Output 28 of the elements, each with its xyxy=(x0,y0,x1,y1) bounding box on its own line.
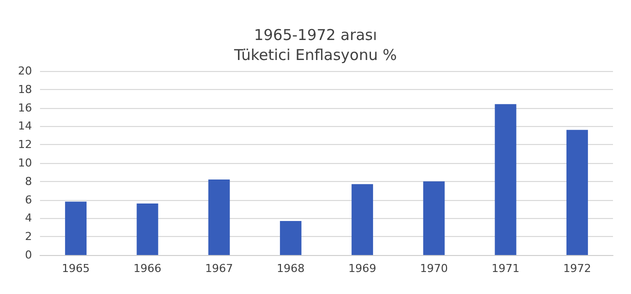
y-tick-label: 0 xyxy=(25,248,32,262)
x-tick-label: 1967 xyxy=(205,262,234,275)
bar xyxy=(65,202,87,255)
bar xyxy=(423,181,445,255)
y-tick-label: 14 xyxy=(18,120,32,133)
x-tick-label: 1972 xyxy=(563,262,592,275)
bar xyxy=(566,130,588,255)
x-tick-label: 1971 xyxy=(492,262,520,275)
chart-title: 1965-1972 arası Tüketici Enflasyonu % xyxy=(233,26,397,64)
y-tick-label: 18 xyxy=(18,82,32,96)
bar xyxy=(494,104,516,255)
x-tick-label: 1965 xyxy=(62,262,90,275)
x-tick-label: 1968 xyxy=(276,262,305,275)
bar xyxy=(208,180,230,255)
y-tick-label: 2 xyxy=(25,230,32,244)
bar xyxy=(136,203,158,255)
y-tick-label: 4 xyxy=(25,212,32,225)
bar xyxy=(280,220,302,255)
x-tick-label: 1966 xyxy=(133,262,162,275)
y-tick-label: 8 xyxy=(25,174,32,188)
x-tick-label: 1970 xyxy=(420,262,448,275)
y-tick-label: 6 xyxy=(25,193,32,206)
y-tick-label: 16 xyxy=(18,101,32,114)
y-tick-label: 12 xyxy=(18,138,32,152)
bar xyxy=(352,184,374,255)
x-tick-label: 1969 xyxy=(348,262,376,275)
y-tick-label: 10 xyxy=(18,156,32,170)
y-tick-label: 20 xyxy=(18,64,32,78)
